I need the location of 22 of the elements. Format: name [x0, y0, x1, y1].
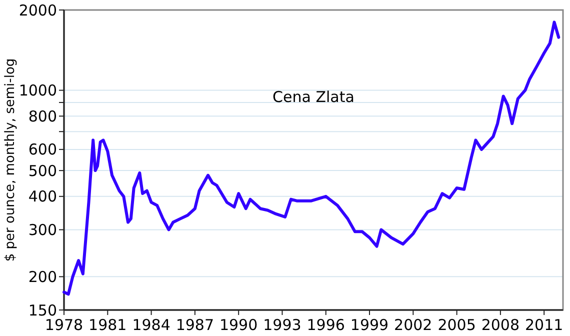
x-tick-label: 1993: [263, 316, 302, 334]
x-tick-label: 1984: [132, 316, 170, 334]
x-tick-label: 1999: [350, 316, 389, 334]
line-series: [62, 20, 560, 296]
x-tick-label: 2008: [481, 316, 520, 334]
y-tick-label: 300: [28, 220, 57, 239]
text: Cena Zlata: [272, 88, 354, 106]
x-tick-label: 1996: [306, 316, 345, 334]
y-tick-label: 200: [28, 268, 57, 286]
x-tick-label: 1981: [88, 316, 127, 334]
x-tick-label: 1987: [176, 316, 214, 334]
x-tick-label: 1990: [219, 316, 258, 334]
y-tick-label: 1000: [18, 82, 57, 100]
x-tick-label: 2002: [394, 316, 432, 334]
y-tick-label: 2000: [18, 1, 57, 20]
x-tick-label: 2011: [524, 316, 564, 334]
y-tick-label: 400: [28, 188, 57, 206]
x-tick-label: 2005: [438, 316, 476, 334]
y-tick-label: 500: [28, 162, 57, 180]
y-tick-label: 600: [28, 140, 57, 159]
y-axis-title: $ per ounce, monthly, semi-log: [3, 58, 18, 262]
y-tick-label: 800: [28, 107, 57, 126]
